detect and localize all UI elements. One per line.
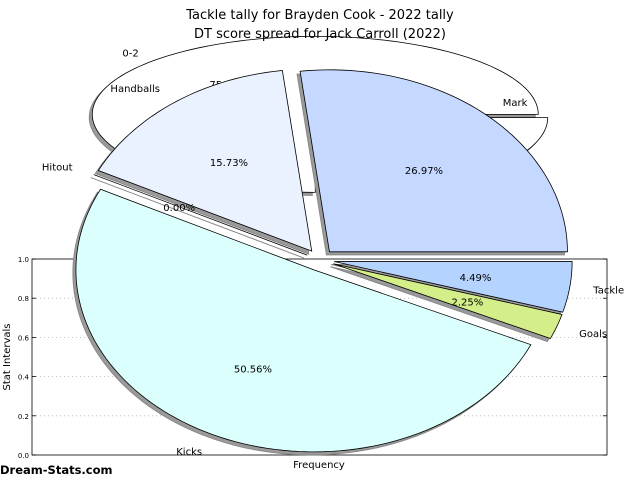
main-pie: Mark 26.97% Handballs 15.73% Hitout 0.00% Kick… <box>42 69 624 458</box>
pie-main-label-mark: Mark <box>503 98 528 109</box>
pie-main-label-goals: Goals <box>579 329 607 340</box>
pie-main-pct-handballs: 15.73% <box>210 158 248 169</box>
pie-main-wedge-kicks <box>75 188 532 453</box>
pie-main-wedge-mark <box>299 69 568 253</box>
y-tick-label: 0.8 <box>18 295 29 303</box>
pie-main-wedge-handballs <box>97 70 313 252</box>
pie-main-label-kicks: Kicks <box>176 447 202 458</box>
pie-main-pct-goals: 2.25% <box>452 298 484 309</box>
pie-main-wedge-hitout <box>93 174 308 256</box>
y-tick-label: 0.0 <box>18 452 29 460</box>
pie-main-pct-tackle: 4.49% <box>460 273 492 284</box>
pie-main-pct-kicks: 50.56% <box>234 365 272 376</box>
chart-title-pie: DT score spread for Jack Carroll (2022) <box>194 27 446 42</box>
pie-main-wedge-goals <box>333 263 563 340</box>
y-tick-label: 0.6 <box>18 334 30 342</box>
pie-main-labels: Mark 26.97% Handballs 15.73% Hitout 0.00% Kick… <box>42 84 624 458</box>
y-tick-label: 1.0 <box>18 256 29 264</box>
y-tick-label: 0.2 <box>18 413 29 421</box>
x-axis-label: Frequency <box>293 460 345 471</box>
pie-main-wedge-tackle <box>334 261 573 313</box>
y-tick-label: 0.4 <box>18 374 30 382</box>
y-axis-label: Stat Intervals <box>2 323 13 390</box>
chart-title-bar: Tackle tally for Brayden Cook - 2022 tal… <box>185 8 454 23</box>
text-layer: Tackle tally for Brayden Cook - 2022 tal… <box>0 8 454 477</box>
pie-bg-label-0-2: 0-2 <box>122 49 138 60</box>
watermark: Dream-Stats.com <box>0 463 113 477</box>
pie-main-pct-mark: 26.97% <box>405 166 443 177</box>
pie-main-pct-hitout: 0.00% <box>163 203 195 214</box>
pie-main-label-hitout: Hitout <box>42 163 73 174</box>
pie-main-label-tackle: Tackle <box>592 286 624 297</box>
pie-main-wedges <box>75 69 573 453</box>
pie-main-shadow-hitout <box>90 177 305 259</box>
pie-main-label-handballs: Handballs <box>110 84 160 95</box>
